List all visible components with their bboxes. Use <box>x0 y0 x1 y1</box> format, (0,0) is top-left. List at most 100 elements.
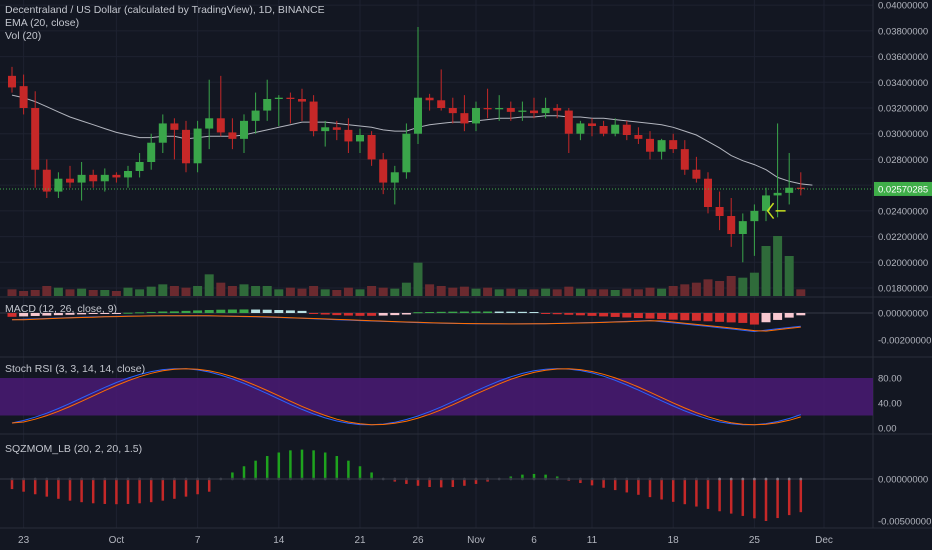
volume-bar <box>541 288 551 296</box>
candle-body <box>634 135 643 139</box>
volume-bar <box>181 287 191 296</box>
candle-body <box>506 108 515 112</box>
macd-histogram-bar <box>773 313 783 320</box>
volume-bar <box>494 289 504 296</box>
macd-histogram-bar <box>761 313 771 323</box>
volume-bar <box>657 288 667 296</box>
candle-body <box>437 100 446 108</box>
volume-bar <box>622 288 632 296</box>
candle-body <box>588 123 596 126</box>
ema-legend[interactable]: EMA (20, close) <box>5 17 80 29</box>
time-tick-label: Nov <box>467 535 485 546</box>
sqz-dot <box>671 477 675 481</box>
candle-body <box>692 169 701 179</box>
ema-line <box>11 94 813 186</box>
candle-body <box>379 159 388 183</box>
sqz-dot <box>219 477 223 481</box>
macd-histogram-bar <box>471 311 481 313</box>
macd-tick-label: -0.00200000 <box>878 336 931 347</box>
candle-body <box>332 127 341 130</box>
candle-body <box>460 113 469 124</box>
price-tick-label: 0.02200000 <box>878 232 928 243</box>
macd-histogram-bar <box>332 313 342 316</box>
sqz-dot <box>405 477 408 481</box>
sqzmom-legend[interactable]: SQZMOM_LB (20, 2, 20, 1.5) <box>5 443 143 455</box>
macd-histogram-bar <box>100 313 110 314</box>
sqz-dot <box>637 477 640 481</box>
time-tick-label: 14 <box>273 535 285 546</box>
volume-bar <box>146 286 156 296</box>
macd-histogram-bar <box>425 311 435 313</box>
macd-histogram-bar <box>181 310 191 313</box>
volume-bar <box>274 289 284 296</box>
sqz-dot <box>126 477 130 481</box>
macd-histogram-bar <box>343 313 353 316</box>
macd-histogram-bar <box>193 310 203 313</box>
volume-bar <box>100 290 110 296</box>
sqz-dot <box>289 477 292 481</box>
macd-histogram-bar <box>297 310 307 313</box>
sqz-dot <box>451 477 455 481</box>
volume-bar <box>355 289 365 296</box>
candle-body <box>564 110 573 134</box>
macd-histogram-bar <box>645 313 655 319</box>
time-tick-label: 23 <box>18 535 30 546</box>
candle-body <box>715 207 724 216</box>
volume-bar <box>30 290 40 296</box>
sqz-dot <box>10 477 14 481</box>
macd-histogram-bar <box>390 313 400 316</box>
symbol-title[interactable]: Decentraland / US Dollar (calculated by … <box>5 4 325 16</box>
volume-legend[interactable]: Vol (20) <box>5 30 42 42</box>
candle-body <box>414 97 422 134</box>
macd-histogram-bar <box>436 311 446 313</box>
sqz-dot <box>312 477 315 481</box>
stoch-rsi-legend[interactable]: Stoch RSI (3, 3, 14, 14, close) <box>5 363 146 375</box>
sqz-dot <box>242 477 246 481</box>
macd-histogram-bar <box>7 313 17 317</box>
sqz-dot <box>660 477 663 481</box>
volume-bar <box>332 290 342 296</box>
candle-body <box>309 101 318 132</box>
volume-bar <box>459 286 469 296</box>
sqz-dot <box>799 477 803 481</box>
macd-histogram-bar <box>564 313 574 315</box>
macd-legend[interactable]: MACD (12, 26, close, 9) <box>5 303 118 315</box>
candle-body <box>773 192 782 196</box>
candle-body <box>321 127 330 132</box>
volume-bar <box>784 256 794 296</box>
volume-bar <box>343 287 353 296</box>
time-tick-label: 21 <box>354 535 366 546</box>
stoch-legend-box: Stoch RSI (3, 3, 14, 14, close) <box>5 363 145 376</box>
candle-body <box>367 135 376 160</box>
volume-bar <box>378 287 388 296</box>
sqz-dot <box>439 477 443 481</box>
candle-body <box>274 97 283 99</box>
macd-histogram-bar <box>53 313 63 316</box>
candle-body <box>576 123 585 134</box>
sqz-dot <box>648 477 652 481</box>
macd-histogram-bar <box>552 313 562 315</box>
macd-histogram-bar <box>494 311 504 313</box>
sqz-dot <box>555 477 559 481</box>
volume-bar <box>575 288 585 296</box>
macd-histogram-bar <box>610 313 620 317</box>
macd-histogram-bar <box>262 309 272 313</box>
time-tick-label: 7 <box>195 535 201 546</box>
sqz-dot <box>196 477 200 481</box>
main-legend: Decentraland / US Dollar (calculated by … <box>5 4 325 43</box>
sqz-dot <box>57 477 60 481</box>
macd-histogram-bar <box>285 310 295 313</box>
candle-body <box>796 187 805 189</box>
macd-histogram-bar <box>413 312 423 314</box>
volume-bar <box>251 286 261 296</box>
sqz-dot <box>138 477 142 481</box>
volume-bar <box>471 288 481 296</box>
macd-histogram-bar <box>715 313 725 322</box>
sqz-dot <box>335 477 339 481</box>
price-tick-label: 0.03400000 <box>878 78 928 89</box>
price-tick-label: 0.01800000 <box>878 284 928 295</box>
candle-body <box>344 129 353 142</box>
macd-histogram-bar <box>30 313 40 316</box>
volume-bar <box>773 236 783 296</box>
